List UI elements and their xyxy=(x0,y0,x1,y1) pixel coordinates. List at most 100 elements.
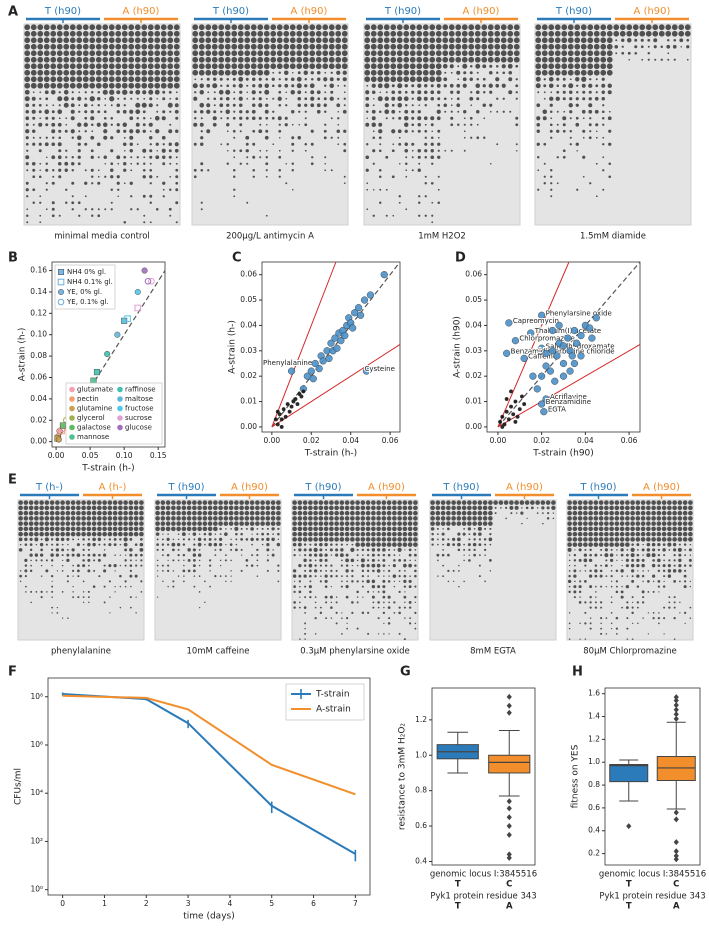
colony xyxy=(110,116,114,120)
colony xyxy=(108,50,115,57)
colony xyxy=(683,574,687,578)
plate: T (h90) A (h90)1mM H2O2 xyxy=(363,6,521,242)
colony xyxy=(149,149,153,153)
colony xyxy=(45,156,48,159)
colony xyxy=(377,606,380,609)
colony xyxy=(49,510,55,516)
colony xyxy=(97,526,102,532)
colony xyxy=(602,117,605,120)
colony xyxy=(293,580,296,583)
colony xyxy=(550,136,553,139)
data-point xyxy=(301,389,306,394)
colony xyxy=(77,149,81,153)
data-point xyxy=(511,337,520,345)
colony xyxy=(37,43,44,50)
colony xyxy=(367,559,370,562)
colony xyxy=(496,143,499,146)
colony xyxy=(615,627,618,630)
colony xyxy=(407,542,413,547)
colony xyxy=(689,617,692,619)
colony xyxy=(250,56,257,63)
colony xyxy=(573,559,577,562)
colony xyxy=(298,123,301,126)
colony xyxy=(667,505,672,511)
y-tick-label: 0.2 xyxy=(588,849,600,858)
colony xyxy=(56,570,59,572)
colony xyxy=(376,537,381,542)
colony xyxy=(383,570,385,572)
point-annotation: Caffeine xyxy=(528,352,557,360)
data-point xyxy=(90,377,97,384)
colony xyxy=(263,50,270,57)
colony xyxy=(488,537,493,542)
colony xyxy=(19,574,23,578)
colony xyxy=(313,516,318,521)
colony xyxy=(313,553,318,557)
data-point xyxy=(519,394,524,399)
colony xyxy=(61,548,65,552)
colony xyxy=(365,90,370,95)
colony xyxy=(264,109,269,114)
colony xyxy=(299,596,301,598)
colony xyxy=(656,505,662,511)
colony xyxy=(341,30,348,37)
colony xyxy=(383,76,390,83)
colony xyxy=(588,526,593,532)
colony xyxy=(572,510,578,516)
colony xyxy=(672,516,677,521)
colony xyxy=(356,596,359,598)
colony xyxy=(60,505,65,511)
colony xyxy=(109,96,115,102)
colony xyxy=(160,43,167,50)
strain-label: A (h90) xyxy=(506,482,543,493)
colony xyxy=(576,149,579,152)
colony xyxy=(340,548,344,552)
colony xyxy=(573,590,577,594)
colony xyxy=(567,516,572,521)
colony xyxy=(396,30,403,37)
colony xyxy=(118,505,123,511)
colony xyxy=(91,505,97,511)
colony xyxy=(315,63,322,70)
plot-frame xyxy=(51,261,166,448)
colony xyxy=(537,188,540,191)
data-point xyxy=(503,349,511,357)
plot-frame xyxy=(261,261,401,433)
colony xyxy=(456,521,462,526)
colony xyxy=(69,50,76,57)
colony xyxy=(89,63,96,70)
colony xyxy=(18,537,23,542)
colony xyxy=(82,596,85,599)
colony xyxy=(329,595,333,599)
outlier xyxy=(673,697,679,704)
colony xyxy=(116,129,121,134)
colony xyxy=(487,43,494,50)
colony xyxy=(589,617,592,619)
colony xyxy=(31,96,36,101)
colony xyxy=(580,24,587,31)
colony xyxy=(489,527,492,530)
outlier xyxy=(506,831,512,838)
colony xyxy=(494,24,501,31)
colony xyxy=(614,537,620,542)
colony xyxy=(446,505,451,511)
data-point xyxy=(509,404,514,409)
colony xyxy=(535,50,542,57)
colony xyxy=(341,56,348,63)
colony xyxy=(580,56,587,63)
colony xyxy=(84,195,87,198)
colony xyxy=(214,554,217,557)
colony xyxy=(572,531,578,537)
colony xyxy=(134,574,138,578)
colony xyxy=(435,30,442,37)
data-point xyxy=(504,397,509,402)
strain-label: T (h90) xyxy=(167,482,204,493)
colony xyxy=(377,56,384,63)
colony xyxy=(322,50,329,57)
colony xyxy=(92,553,96,557)
colony xyxy=(577,531,583,537)
colony xyxy=(198,564,201,567)
colony xyxy=(303,564,307,567)
colony xyxy=(371,526,376,532)
colony xyxy=(407,521,413,526)
